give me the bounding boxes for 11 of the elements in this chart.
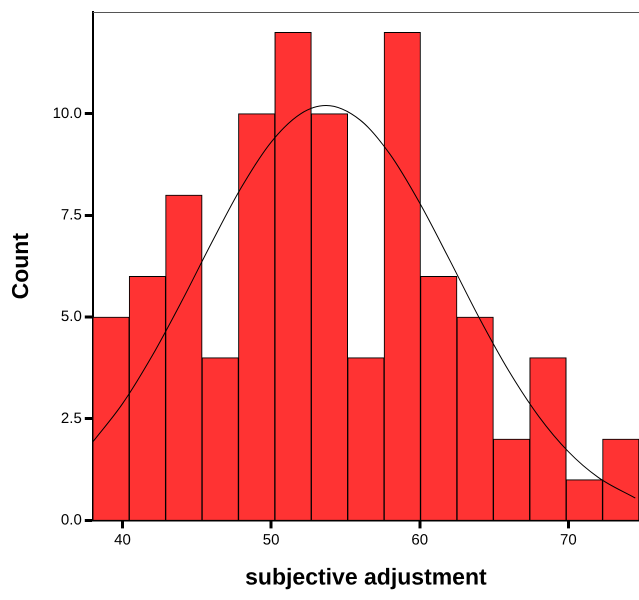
y-tick-label: 2.5 xyxy=(60,410,82,427)
x-axis-title: subjective adjustment xyxy=(245,564,488,590)
y-tick-label: 7.5 xyxy=(60,206,82,224)
x-tick-label: 70 xyxy=(560,532,577,549)
y-tick-label: 0.0 xyxy=(60,512,82,529)
x-tick-label: 50 xyxy=(262,532,280,549)
x-tick-label: 60 xyxy=(411,532,428,549)
y-tick-label: 5.0 xyxy=(60,308,82,326)
x-tick-label: 40 xyxy=(114,532,131,549)
y-tick-label: 10.0 xyxy=(52,104,82,122)
y-axis-title: Count xyxy=(7,232,34,300)
